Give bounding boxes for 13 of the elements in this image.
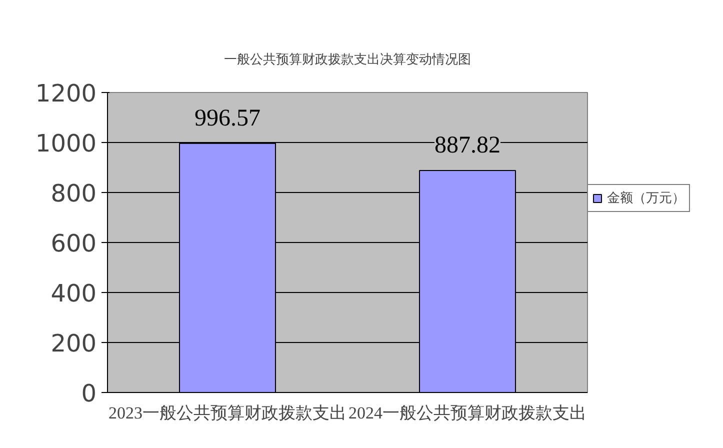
y-tick-label: 200 [50, 330, 97, 358]
y-tick-label: 1000 [35, 130, 96, 158]
y-tick-label: 400 [50, 280, 97, 308]
y-tick-label: 1200 [35, 80, 96, 108]
y-tick-label: 0 [81, 380, 97, 408]
x-tick-label: 2024一般公共预算财政拨款支出 [348, 404, 586, 422]
data-label: 887.82 [434, 132, 500, 159]
x-tick-label: 2023一般公共预算财政拨款支出 [108, 404, 346, 422]
legend-label: 金额（万元） [607, 190, 685, 207]
chart-title: 一般公共预算财政拨款支出决算变动情况图 [224, 52, 471, 68]
data-label: 996.57 [194, 105, 260, 132]
y-tick-label: 600 [50, 230, 97, 258]
y-tick-label: 800 [50, 180, 97, 208]
